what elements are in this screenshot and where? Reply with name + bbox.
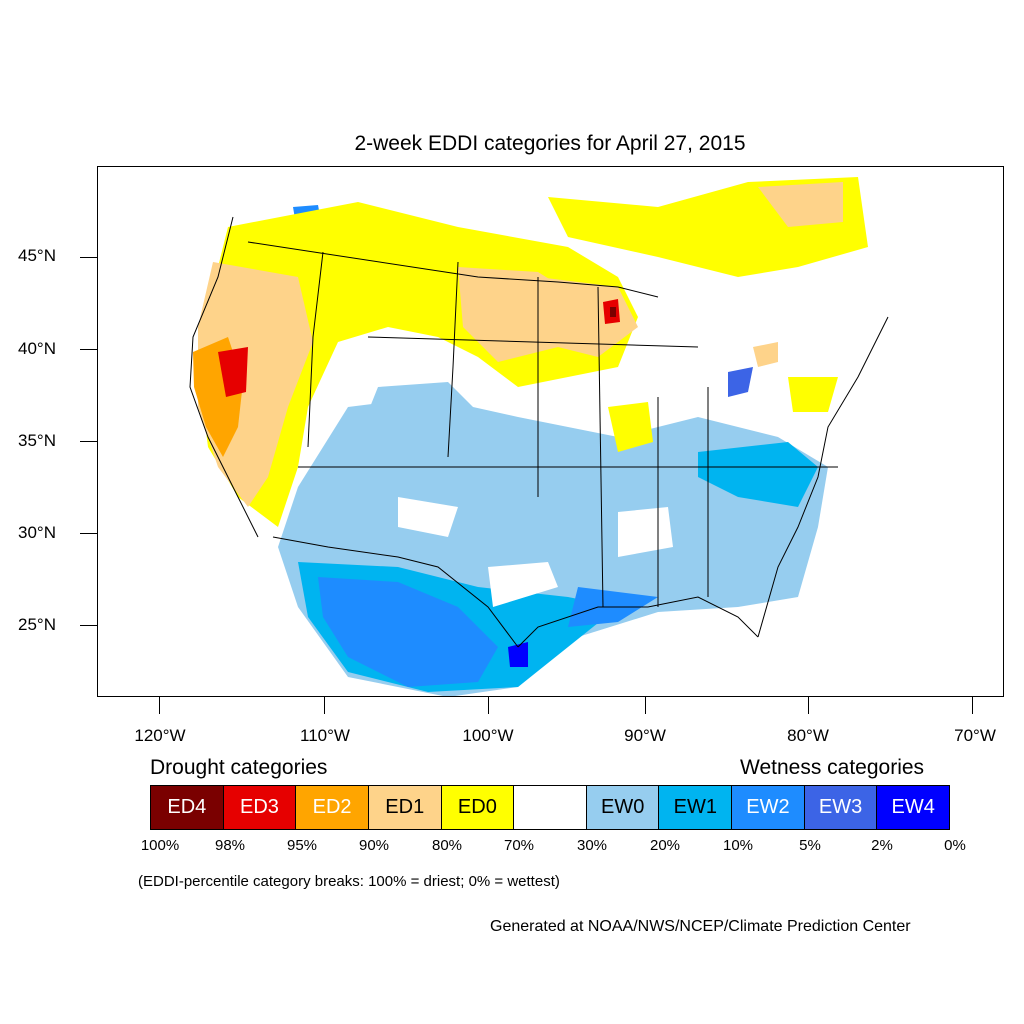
break-label: 100% <box>140 837 180 854</box>
break-label: 10% <box>722 837 754 854</box>
neutral-patch <box>398 497 458 537</box>
lat-label-45: 45°N <box>18 246 56 265</box>
lon-tick <box>808 697 810 714</box>
map-canvas <box>189 177 889 696</box>
state-line <box>367 336 699 348</box>
eddi-map <box>97 166 1004 697</box>
lon-label-70: 70°W <box>954 726 996 745</box>
legend-swatch-ew0: EW0 <box>586 786 660 829</box>
lon-label-90: 90°W <box>624 726 666 745</box>
dry-region-ed1-ne <box>753 342 778 367</box>
legend-swatch-ew3: EW3 <box>804 786 878 829</box>
lon-tick <box>972 697 974 714</box>
us-canada-border <box>247 241 659 298</box>
east-coast <box>757 316 889 638</box>
legend-swatch-ed0: ED0 <box>441 786 515 829</box>
state-line <box>447 261 459 458</box>
neutral-patch <box>488 562 558 607</box>
lon-label-110: 110°W <box>300 726 350 745</box>
break-label: 30% <box>576 837 608 854</box>
dry-region-ed3 <box>218 347 248 397</box>
lat-tick <box>80 533 97 535</box>
wet-region-ew2 <box>318 577 498 687</box>
gulf-coast <box>517 596 759 648</box>
break-label: 0% <box>944 837 966 854</box>
break-label: 98% <box>214 837 246 854</box>
legend-swatch-ed2: ED2 <box>296 786 369 829</box>
wet-region-ew3 <box>728 367 753 397</box>
wet-region-ew0-north <box>358 382 473 467</box>
wet-region-ew4 <box>508 642 528 667</box>
break-label: 95% <box>286 837 318 854</box>
lat-tick <box>80 257 97 259</box>
legend-swatch-ed4: ED4 <box>151 786 224 829</box>
lat-tick <box>80 349 97 351</box>
legend-swatch-ew4: EW4 <box>877 786 950 829</box>
lon-label-80: 80°W <box>787 726 829 745</box>
legend-swatch-ew2: EW2 <box>732 786 805 829</box>
dry-region-ed0-illinois <box>608 402 653 452</box>
map-title: 2-week EDDI categories for April 27, 201… <box>354 132 746 155</box>
lat-label-30: 30°N <box>18 523 56 542</box>
category-note: (EDDI-percentile category breaks: 100% =… <box>138 873 560 890</box>
wetness-heading: Wetness categories <box>740 756 925 779</box>
legend-swatch-ew1: EW1 <box>659 786 733 829</box>
neutral-patch <box>618 507 673 557</box>
break-label: 90% <box>358 837 390 854</box>
legend-swatch-ed3: ED3 <box>223 786 297 829</box>
break-label: 80% <box>431 837 463 854</box>
lon-tick <box>324 697 326 714</box>
state-line <box>307 251 324 448</box>
lat-label-40: 40°N <box>18 339 56 358</box>
lon-tick <box>159 697 161 714</box>
dry-region-ed0-ohio <box>788 377 838 412</box>
lat-label-25: 25°N <box>18 615 56 634</box>
break-label: 5% <box>799 837 821 854</box>
lon-tick <box>645 697 647 714</box>
lat-label-35: 35°N <box>18 431 56 450</box>
lat-tick <box>80 625 97 627</box>
legend-swatch-neutral <box>514 786 587 829</box>
dry-region-ed1-quebec <box>758 182 843 227</box>
boundaries <box>189 216 889 648</box>
lon-label-100: 100°W <box>462 726 514 745</box>
wet-region-ew1 <box>698 442 818 507</box>
lat-tick <box>80 441 97 443</box>
us-mexico-border <box>272 536 519 648</box>
break-label: 2% <box>871 837 893 854</box>
west-coast <box>189 216 259 538</box>
break-label: 20% <box>649 837 681 854</box>
credit-text: Generated at NOAA/NWS/NCEP/Climate Predi… <box>490 918 911 935</box>
lon-label-120: 120°W <box>134 726 186 745</box>
dry-region-ed1-plains2 <box>538 277 638 357</box>
legend-swatch-ed1: ED1 <box>368 786 442 829</box>
dry-region-ed4 <box>610 307 616 317</box>
state-line <box>597 286 604 608</box>
legend-bar: ED4 ED3 ED2 ED1 ED0 EW0 EW1 EW2 EW3 EW4 <box>150 785 950 830</box>
drought-heading: Drought categories <box>150 756 328 779</box>
lon-tick <box>488 697 490 714</box>
break-label: 70% <box>503 837 535 854</box>
